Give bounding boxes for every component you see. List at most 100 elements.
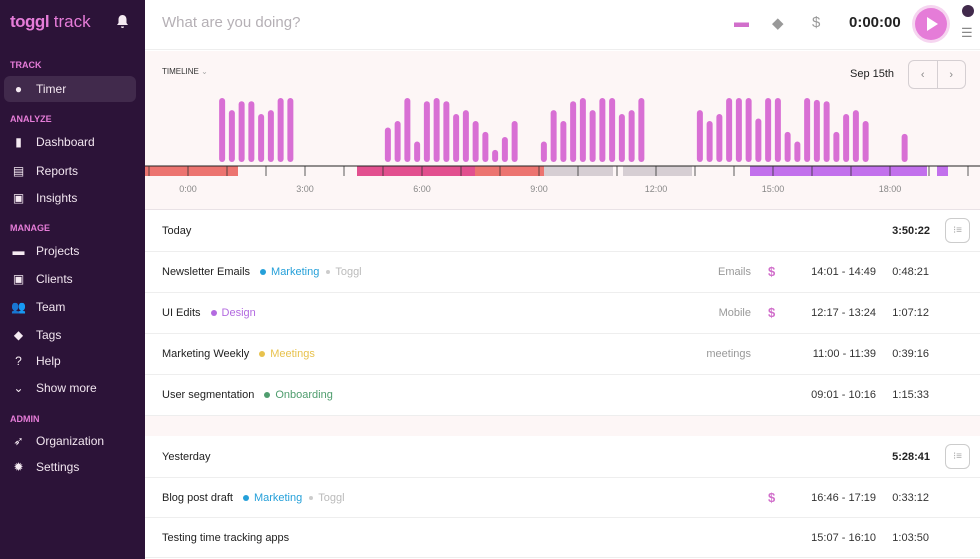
bar-chart-icon: ▮ — [15, 135, 22, 149]
description-input[interactable] — [162, 14, 562, 31]
activity-bar — [696, 110, 703, 162]
entry-duration[interactable]: 1:15:33 — [892, 389, 929, 401]
list-view-icon[interactable]: ⁝≡ — [945, 444, 970, 469]
billable-icon[interactable]: $ — [768, 264, 776, 279]
start-button[interactable] — [915, 8, 947, 40]
report-icon: ▤ — [12, 164, 25, 178]
sidebar-item-tags[interactable]: ◆ Tags — [4, 322, 136, 348]
project-name[interactable]: Onboarding — [275, 389, 333, 401]
activity-bar — [716, 114, 723, 162]
time-entry-segment[interactable] — [544, 166, 613, 176]
entry-duration[interactable]: 0:48:21 — [892, 266, 929, 278]
entry-time-range[interactable]: 12:17 - 13:24 — [811, 307, 876, 319]
client-dot — [309, 496, 314, 500]
time-entry-segment[interactable] — [623, 166, 692, 176]
insights-icon: ▣ — [12, 191, 25, 205]
project-name[interactable]: Meetings — [270, 348, 315, 360]
sidebar-item-label: Settings — [36, 460, 80, 474]
project-name[interactable]: Design — [221, 307, 256, 319]
activity-bar — [560, 121, 567, 162]
time-entry-segment[interactable] — [357, 166, 475, 176]
date-nav: ‹ › — [908, 60, 966, 89]
manual-mode-icon[interactable]: ☰ — [961, 25, 973, 40]
sidebar-item-clients[interactable]: ▣ Clients — [4, 266, 136, 292]
sidebar-item-label: Clients — [36, 272, 73, 286]
activity-bar — [482, 131, 489, 162]
activity-bar — [287, 98, 294, 162]
dollar-icon[interactable]: $ — [812, 14, 821, 31]
day-title: Yesterday — [162, 451, 211, 463]
tag-icon[interactable]: ◆ — [772, 15, 784, 32]
sidebar-item-reports[interactable]: ▤ Reports — [4, 158, 136, 184]
sidebar-item-team[interactable]: 👥 Team — [4, 294, 136, 320]
entry-time-range[interactable]: 14:01 - 14:49 — [811, 266, 876, 278]
time-entry-row[interactable]: Testing time tracking apps 15:07 - 16:10 1… — [145, 518, 980, 558]
entry-description[interactable]: Newsletter Emails — [162, 266, 251, 278]
time-entry-segment[interactable] — [937, 166, 948, 176]
activity-bar — [843, 114, 850, 162]
entry-description[interactable]: Blog post draft — [162, 492, 233, 504]
day-group-header: Yesterday 5:28:41 ⁝≡ — [145, 436, 980, 478]
toggl-logo[interactable]: toggl track — [10, 12, 91, 32]
entry-tag[interactable]: Mobile — [718, 307, 751, 319]
entry-description[interactable]: Marketing Weekly — [162, 348, 250, 360]
time-entry-row[interactable]: Blog post draft Marketing Toggl $16:46 - 17… — [145, 478, 980, 518]
entry-time-range[interactable]: 16:46 - 17:19 — [811, 492, 876, 504]
sidebar-item-timer[interactable]: ● Timer — [4, 76, 136, 102]
section-admin: ADMIN — [10, 414, 40, 424]
entry-duration[interactable]: 1:03:50 — [892, 532, 929, 544]
activity-bar — [277, 98, 284, 162]
hour-label: 18:00 — [879, 184, 902, 194]
help-icon: ? — [15, 354, 22, 368]
entry-time-range[interactable]: 15:07 - 16:10 — [811, 532, 876, 544]
sidebar-item-insights[interactable]: ▣ Insights — [4, 185, 136, 211]
entry-description[interactable]: UI Edits — [162, 307, 201, 319]
sidebar-item-label: Organization — [36, 434, 105, 448]
entry-time-range[interactable]: 11:00 - 11:39 — [812, 348, 876, 360]
time-entry-row[interactable]: UI Edits Design Mobile $12:17 - 13:24 1:07:1… — [145, 293, 980, 334]
folder-icon[interactable]: ▬ — [734, 14, 749, 31]
project-name[interactable]: Marketing — [253, 492, 303, 504]
billable-icon[interactable]: $ — [768, 305, 776, 320]
prev-day-button[interactable]: ‹ — [909, 61, 938, 88]
activity-bar — [599, 98, 606, 162]
time-entry-row[interactable]: Marketing Weekly Meetings meetings 11:00 - … — [145, 334, 980, 375]
hour-label: 9:00 — [530, 184, 548, 194]
bell-icon[interactable] — [116, 14, 129, 29]
next-day-button[interactable]: › — [949, 68, 954, 81]
entry-description[interactable]: User segmentation — [162, 389, 255, 401]
time-entry-row[interactable]: User segmentation Onboarding 09:01 - 10:16… — [145, 375, 980, 416]
entry-time-range[interactable]: 09:01 - 10:16 — [811, 389, 876, 401]
sidebar: toggl track TRACK ANALYZE MANAGE ADMIN ●… — [0, 0, 145, 559]
sidebar-item-settings[interactable]: ✹ Settings — [4, 454, 136, 480]
entry-duration[interactable]: 1:07:12 — [892, 307, 929, 319]
timeline-dropdown[interactable]: TIMELINE ⌄ — [162, 67, 208, 76]
list-view-icon[interactable]: ⁝≡ — [945, 218, 970, 243]
sidebar-item-show-more[interactable]: ⌄ Show more — [4, 375, 136, 401]
sidebar-item-label: Reports — [36, 164, 79, 178]
sidebar-item-label: Team — [36, 300, 66, 314]
activity-bar — [589, 110, 596, 162]
entry-tag[interactable]: Emails — [717, 266, 751, 278]
entry-description[interactable]: Testing time tracking apps — [162, 532, 290, 544]
sidebar-item-projects[interactable]: ▬ Projects — [4, 238, 136, 264]
time-entry-row[interactable]: Newsletter Emails Marketing Toggl Emails $14… — [145, 252, 980, 293]
activity-bar — [804, 98, 811, 162]
time-entry-segment[interactable] — [145, 166, 238, 176]
activity-bar — [219, 98, 226, 162]
billable-icon[interactable]: $ — [768, 490, 776, 505]
entry-duration[interactable]: 0:39:16 — [892, 348, 929, 360]
time-entry-segment[interactable] — [750, 166, 927, 176]
entry-tag[interactable]: meetings — [706, 348, 751, 360]
sidebar-item-label: Help — [36, 354, 61, 368]
sidebar-item-organization[interactable]: ➶ Organization — [4, 428, 136, 454]
client-icon: ▣ — [12, 272, 25, 286]
activity-bar — [453, 114, 460, 162]
hour-label: 6:00 — [413, 184, 431, 194]
sidebar-item-dashboard[interactable]: ▮ Dashboard — [4, 129, 136, 155]
entry-duration[interactable]: 0:33:12 — [892, 492, 929, 504]
time-entry-segment[interactable] — [475, 166, 544, 176]
project-name[interactable]: Marketing — [271, 266, 320, 278]
sidebar-item-help[interactable]: ? Help — [4, 348, 136, 374]
clock-mode-icon[interactable] — [962, 5, 974, 17]
